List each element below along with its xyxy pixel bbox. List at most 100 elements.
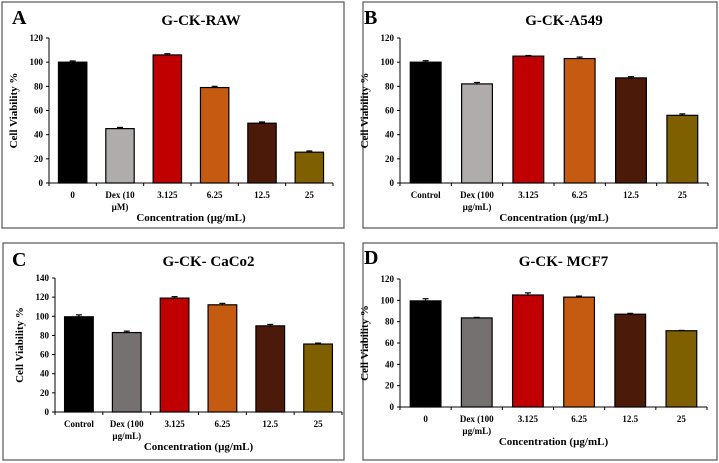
x-tick-label: Dex (100 [460,414,494,424]
x-tick-label: Dex (100 [110,419,144,429]
y-tick-label: 140 [36,273,50,283]
bar [57,61,88,184]
y-tick-label: 20 [385,381,395,391]
chart-title: G-CK-RAW [161,13,240,29]
chart-title: G-CK-A549 [525,13,603,29]
bar [409,300,442,408]
y-tick-label: 100 [381,57,395,67]
bar [303,343,334,413]
x-tick-label: µM) [112,202,129,212]
y-axis-label: Cell Viability % [359,73,371,149]
bar [512,55,545,184]
y-tick-label: 80 [40,330,50,340]
y-tick-label: 120 [36,292,50,302]
bar [63,316,94,413]
chart-title: G-CK- CaCo2 [162,254,254,270]
x-tick-label: Control [64,419,94,429]
y-tick-label: 0 [45,407,50,417]
y-tick-label: 60 [34,106,44,116]
x-tick-label: 25 [314,419,324,429]
bar [511,294,544,408]
x-axis-label: Concentration (µg/mL) [136,212,246,224]
bar [665,330,698,408]
y-tick-label: 0 [390,178,395,188]
bar [563,296,596,408]
x-tick-label: Control [411,190,441,200]
chart-title: G-CK- MCF7 [519,254,609,270]
y-tick-label: 100 [381,295,395,305]
x-tick-label: Dex (10 [105,190,135,200]
x-tick-label: 12.5 [262,419,278,429]
y-tick-label: 80 [385,317,395,327]
y-axis-label: Cell Viability % [8,73,20,149]
x-axis-label: Concentration (µg/mL) [499,212,609,224]
x-tick-label: 0 [423,414,428,424]
x-tick-label: 3.125 [157,190,178,200]
bar [105,128,135,184]
x-axis-label: Concentration (µg/mL) [144,441,254,453]
x-tick-label: µg/mL) [462,426,491,436]
x-tick-label: 0 [70,190,75,200]
x-tick-label: 25 [305,190,315,200]
x-tick-label: Dex (100 [460,190,494,200]
x-tick-label: µg/mL) [463,202,492,212]
x-tick-label: 12.5 [623,190,639,200]
panel-label: C [12,249,26,271]
x-tick-label: 6.25 [215,419,231,429]
y-tick-label: 0 [390,402,395,412]
x-tick-label: 6.25 [571,414,587,424]
chart-panel-b: B G-CK-A549 0 20 40 60 80 100 120 Cell Viability … [359,1,718,229]
x-tick-label: 25 [678,190,688,200]
x-tick-label: 3.125 [164,419,185,429]
y-tick-label: 80 [385,81,395,91]
panel-label: D [364,247,378,269]
bar [247,122,277,184]
bar [111,331,142,413]
y-tick-label: 40 [34,130,44,140]
y-tick-label: 120 [381,33,395,43]
y-tick-label: 0 [39,178,44,188]
y-axis-label: Cell Viability % [14,307,26,383]
y-tick-label: 80 [34,81,44,91]
bar [409,61,442,184]
y-tick-label: 120 [30,33,44,43]
y-tick-label: 40 [385,359,395,369]
bar [461,83,494,184]
x-tick-label: 6.25 [572,190,588,200]
bar [152,54,183,184]
y-tick-label: 20 [34,154,44,164]
bar [563,57,596,184]
y-tick-label: 40 [40,369,50,379]
x-axis-label: Concentration (µg/mL) [499,436,609,448]
x-tick-label: 3.125 [518,190,539,200]
bar [614,313,647,408]
bar [199,86,230,184]
y-tick-label: 40 [385,130,395,140]
bar [666,114,699,184]
x-tick-label: 25 [677,414,687,424]
chart-panel-d: D G-CK- MCF7 0 20 40 60 80 100 120 Cell Viability… [359,242,718,461]
y-tick-label: 100 [30,57,44,67]
chart-panel-a: A G-CK-RAW 0 20 40 60 80 100 120 Cell Viability %… [1,1,345,229]
x-tick-label: 12.5 [254,190,270,200]
bar [159,297,190,413]
y-axis-label: Cell Viability % [359,305,371,381]
y-tick-label: 20 [385,154,395,164]
y-tick-label: 60 [385,106,395,116]
bar [460,317,493,408]
chart-panel-c: C G-CK- CaCo2 0 20 40 60 80 100 120 140 Cell Viabi… [2,242,345,461]
y-tick-label: 120 [381,274,395,284]
y-tick-label: 60 [40,350,50,360]
panel-label: B [364,7,377,29]
x-tick-label: 12.5 [622,414,638,424]
bar [294,151,325,184]
y-tick-label: 60 [385,338,395,348]
bar [614,77,647,184]
bar [207,304,238,413]
panel-label: A [12,7,27,29]
x-tick-label: 3.125 [518,414,539,424]
x-tick-label: µg/mL) [112,431,141,441]
y-tick-label: 20 [40,388,50,398]
bar [255,325,286,413]
